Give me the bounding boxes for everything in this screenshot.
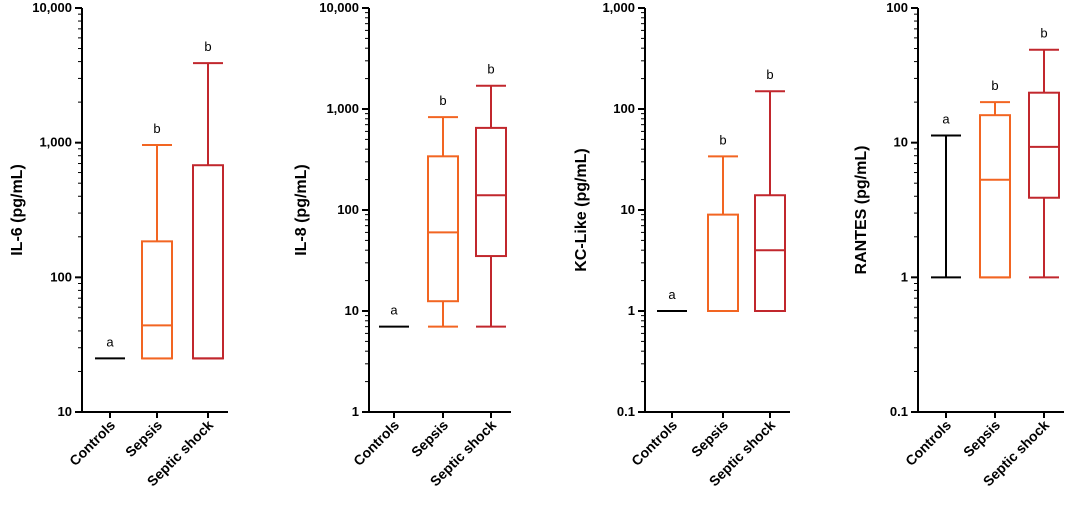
box-septic-shock: b [1028, 26, 1060, 279]
y-tick-label: 1,000 [39, 135, 72, 150]
y-axis-label: IL-6 (pg/mL) [9, 164, 26, 256]
y-tick-label: 1 [352, 404, 359, 419]
box-septic-shock: b [754, 67, 786, 313]
significance-label: b [766, 67, 773, 82]
box-iqr [427, 155, 459, 303]
y-tick-label: 0.1 [890, 404, 908, 419]
x-tick-label: Sepsis [960, 417, 1003, 460]
box-iqr [754, 194, 786, 313]
significance-label: a [668, 287, 676, 302]
significance-label: b [1040, 26, 1047, 41]
y-tick-label: 100 [50, 269, 72, 284]
panel-4: 0.1 1 10 100 RANTES (pg/mL) a Controls b Sepsis b… [853, 0, 1064, 489]
box-controls: a [657, 287, 687, 312]
significance-label: b [153, 121, 160, 136]
y-tick-label: 0.1 [617, 404, 635, 419]
y-axis-label: IL-8 (pg/mL) [293, 164, 310, 256]
y-tick-label: 1,000 [602, 0, 635, 15]
y-tick-label: 1 [628, 303, 635, 318]
y-tick-label: 10 [894, 135, 908, 150]
box-sepsis: b [141, 121, 173, 360]
significance-label: b [991, 78, 998, 93]
y-axis-label: KC-Like (pg/mL) [573, 148, 590, 272]
y-tick-label: 100 [886, 0, 908, 15]
box-sepsis: b [427, 93, 459, 328]
significance-label: a [390, 303, 398, 318]
box-iqr [475, 126, 507, 258]
y-tick-label: 1,000 [326, 101, 359, 116]
box-controls: a [95, 334, 125, 360]
y-tick-label: 10 [58, 404, 72, 419]
x-tick-label: Controls [902, 417, 954, 469]
box-iqr [979, 114, 1011, 279]
box-iqr [707, 213, 739, 312]
significance-label: b [487, 62, 494, 77]
box-sepsis: b [707, 132, 739, 312]
significance-label: b [439, 93, 446, 108]
x-tick-label: Controls [628, 417, 680, 469]
y-tick-label: 100 [337, 202, 359, 217]
significance-label: b [204, 39, 211, 54]
box-septic-shock: b [475, 62, 507, 328]
box-iqr [192, 164, 224, 360]
box-iqr [141, 240, 173, 360]
x-tick-label: Controls [66, 417, 118, 469]
box-controls: a [379, 303, 409, 328]
box-controls: a [931, 112, 961, 279]
y-axis-label: RANTES (pg/mL) [853, 146, 870, 275]
significance-label: a [106, 334, 114, 349]
box-iqr [1028, 91, 1060, 199]
y-tick-label: 1 [901, 269, 908, 284]
significance-label: a [942, 112, 950, 127]
y-tick-label: 10,000 [32, 0, 72, 15]
y-tick-label: 10 [621, 202, 635, 217]
x-tick-label: Sepsis [408, 417, 451, 460]
panel-1: 10 100 1,000 10,000 IL-6 (pg/mL) a Controls b Se… [9, 0, 228, 489]
box-septic-shock: b [192, 39, 224, 360]
panel-3: 0.1 1 10 100 1,000 KC-Like (pg/mL) a Controls b S… [573, 0, 790, 489]
y-tick-label: 100 [613, 101, 635, 116]
panel-2: 1 10 100 1,000 10,000 IL-8 (pg/mL) a Controls b S… [293, 0, 511, 489]
x-tick-label: Controls [350, 417, 402, 469]
y-tick-label: 10 [345, 303, 359, 318]
x-tick-label: Sepsis [688, 417, 731, 460]
x-tick-label: Sepsis [122, 417, 165, 460]
significance-label: b [719, 132, 726, 147]
y-tick-label: 10,000 [319, 0, 359, 15]
box-sepsis: b [979, 78, 1011, 279]
